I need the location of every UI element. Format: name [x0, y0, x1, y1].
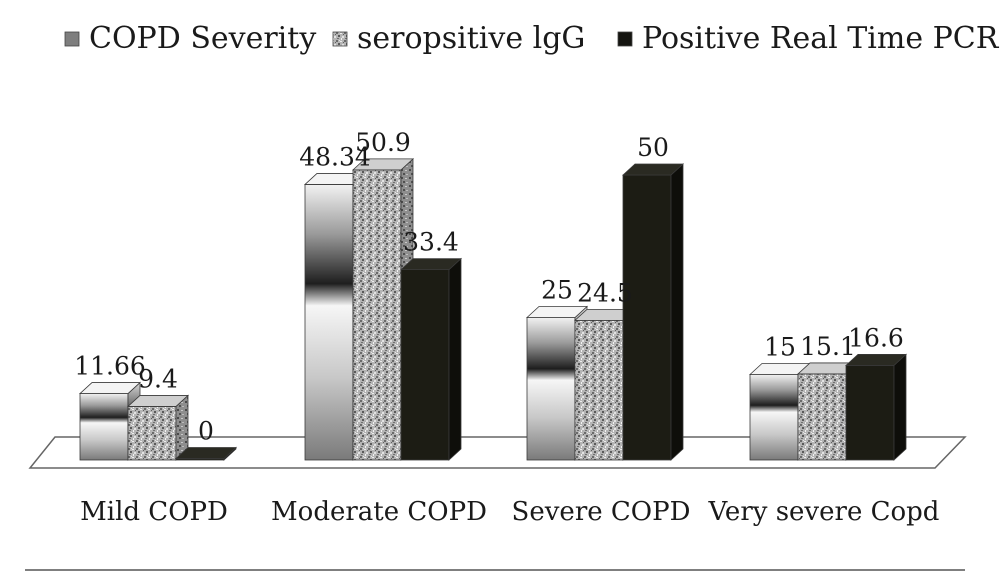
data-label: 0: [198, 417, 214, 446]
data-label: 11.66: [74, 352, 146, 381]
data-label: 9.4: [138, 364, 178, 393]
data-label: 25: [541, 276, 573, 305]
bar: [174, 446, 238, 461]
legend-item: seropsitive lgG: [332, 21, 585, 56]
bar-side: [893, 353, 907, 461]
category-axis: Mild COPD Moderate COPD Severe COPD Very se…: [80, 497, 939, 527]
bar-top: [525, 306, 589, 318]
data-label: 16.6: [848, 323, 904, 352]
bar: [844, 353, 908, 461]
bar-front: [845, 364, 895, 461]
bar-top: [174, 447, 238, 459]
bar-front: [749, 374, 799, 461]
data-label: 48.34: [299, 142, 371, 171]
bar-top: [351, 158, 415, 171]
legend: COPD Severity seropsitive lgG Positive Rea…: [64, 21, 1000, 56]
legend-swatch: [332, 31, 348, 47]
bar-front: [622, 174, 672, 461]
legend-label: seropsitive lgG: [357, 21, 585, 56]
bar-top: [844, 353, 908, 366]
legend-swatch: [64, 31, 80, 47]
category-label: Moderate COPD: [271, 497, 487, 527]
bar-front: [797, 373, 847, 461]
bar-side: [670, 163, 684, 461]
data-label: 33.4: [403, 228, 459, 257]
data-label: 15: [764, 333, 796, 362]
data-label: 50: [637, 133, 669, 162]
bar-front: [526, 317, 576, 461]
data-label: 15.1: [800, 332, 856, 361]
category-label: Severe COPD: [512, 497, 691, 527]
bar: [126, 394, 190, 461]
bar: [621, 163, 685, 461]
bars: [78, 157, 908, 461]
bar-front: [574, 319, 624, 461]
bar-front: [304, 184, 354, 461]
bar-side: [448, 257, 462, 461]
data-label: 24.5: [577, 278, 633, 307]
bar-front: [352, 169, 402, 461]
bar-top: [78, 382, 142, 394]
category-label: Very severe Copd: [708, 497, 940, 527]
bar-front: [79, 393, 129, 461]
legend-label: Positive Real Time PCR: [642, 21, 1000, 56]
bar-top: [621, 163, 685, 176]
bar-top: [126, 395, 190, 407]
legend-label: COPD Severity: [89, 21, 316, 56]
legend-item: COPD Severity: [64, 21, 316, 56]
legend-swatch: [617, 31, 633, 47]
bar: [399, 257, 463, 461]
category-label: Mild COPD: [80, 497, 228, 527]
bar-front: [400, 269, 450, 461]
bar-top: [399, 258, 463, 271]
data-label: 50.9: [355, 128, 411, 157]
legend-item: Positive Real Time PCR: [617, 21, 1000, 56]
bar-front: [127, 406, 177, 461]
